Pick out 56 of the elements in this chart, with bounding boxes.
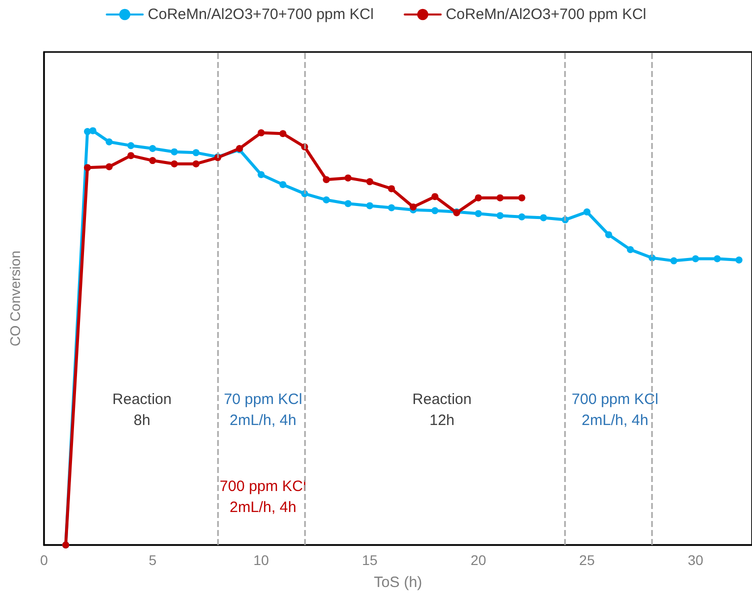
x-tick-label: 25 xyxy=(579,552,595,568)
point xyxy=(388,185,395,192)
point xyxy=(431,193,438,200)
point xyxy=(496,212,504,220)
point xyxy=(735,256,742,264)
point xyxy=(258,171,265,178)
point xyxy=(279,181,286,188)
annotation: Reaction 12h xyxy=(412,391,472,429)
point xyxy=(474,210,482,218)
x-tick-label: 10 xyxy=(253,552,270,568)
point xyxy=(106,138,113,146)
point xyxy=(127,142,134,150)
x-axis-title: ToS (h) xyxy=(374,574,422,591)
x-tick-label: 5 xyxy=(148,552,157,568)
x-tick-label: 30 xyxy=(688,552,704,568)
x-tick-label: 15 xyxy=(362,552,378,568)
point xyxy=(540,214,548,222)
point xyxy=(626,246,634,254)
point xyxy=(322,176,330,184)
x-tick-label: 20 xyxy=(470,552,486,568)
point xyxy=(149,145,156,152)
point xyxy=(388,204,395,212)
point xyxy=(714,255,721,262)
point xyxy=(170,148,178,156)
point xyxy=(258,129,265,136)
point xyxy=(583,208,590,216)
point xyxy=(431,207,438,214)
point xyxy=(127,152,134,160)
point xyxy=(106,163,113,170)
point xyxy=(344,174,352,182)
annotation: 700 ppm KCl 2mL/h, 4h xyxy=(572,391,658,429)
legend-label: CoReMn/Al2O3+700 ppm KCl xyxy=(446,6,646,23)
y-axis-title: CO Conversion xyxy=(7,250,23,346)
point xyxy=(518,194,526,202)
point xyxy=(410,203,417,210)
annotation: Reaction 8h xyxy=(112,391,172,429)
point xyxy=(279,130,286,138)
point xyxy=(192,160,200,168)
point xyxy=(496,194,504,202)
point xyxy=(474,194,482,202)
point xyxy=(344,200,352,208)
point xyxy=(192,149,200,156)
legend-label: CoReMn/Al2O3+70+700 ppm KCl xyxy=(148,6,374,23)
point xyxy=(605,231,612,238)
point xyxy=(366,202,374,210)
point xyxy=(89,127,96,134)
point xyxy=(170,160,178,168)
point xyxy=(322,196,330,204)
annotation: 70 ppm KCl 2mL/h, 4h xyxy=(224,391,302,429)
point xyxy=(518,213,526,220)
point xyxy=(84,164,91,172)
point xyxy=(149,157,156,164)
point xyxy=(670,257,678,264)
point xyxy=(692,255,700,262)
x-tick-label: 0 xyxy=(40,552,48,568)
point xyxy=(366,178,374,186)
